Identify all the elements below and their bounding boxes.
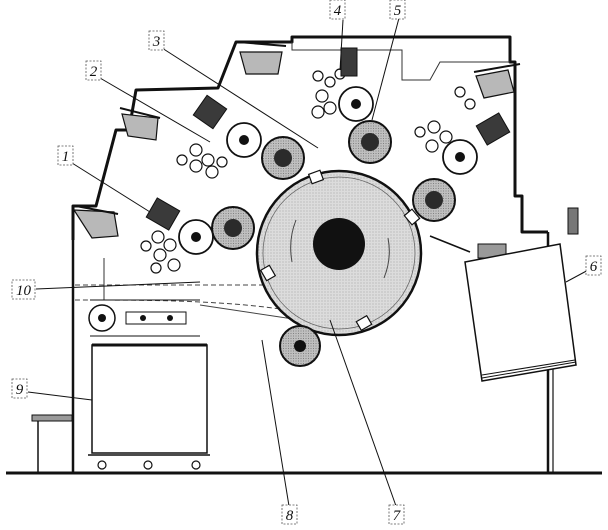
impression-cylinder-ring	[262, 176, 416, 330]
rim-clip-left	[259, 264, 277, 282]
delivery-stack	[464, 243, 577, 382]
rotation-arrow-left	[290, 219, 297, 263]
svg-text:7: 7	[393, 508, 402, 524]
bracket-arms	[75, 41, 521, 215]
svg-text:6: 6	[590, 259, 598, 275]
housing-inner-top	[291, 42, 510, 81]
unwind-unit	[88, 299, 200, 337]
svg-text:1: 1	[62, 149, 70, 165]
svg-text:10: 10	[16, 283, 32, 299]
impression-cylinder-hub	[313, 218, 365, 270]
ink-roller-cluster-1	[140, 230, 181, 274]
callout-6: 6	[585, 255, 602, 276]
side-table	[31, 414, 73, 472]
callout-5: 5	[389, 0, 406, 20]
rim-clip-bottom	[355, 314, 373, 332]
callout-3: 3	[148, 30, 165, 51]
rim-clip-top	[307, 169, 325, 185]
callout-9: 9	[11, 378, 28, 399]
callout-4: 4	[329, 0, 346, 20]
svg-text:9: 9	[16, 382, 24, 398]
web-path-to-cylinder	[199, 304, 301, 321]
leader-lines	[27, 17, 593, 507]
svg-text:5: 5	[394, 3, 402, 19]
inking-units	[145, 47, 511, 231]
svg-text:4: 4	[334, 3, 342, 19]
svg-text:2: 2	[90, 64, 98, 80]
delivery-unit	[429, 207, 579, 382]
svg-text:8: 8	[286, 508, 294, 524]
doctor-blade-brackets	[72, 51, 515, 239]
anilox-rollers	[178, 86, 478, 255]
ink-roller-cluster-5	[414, 86, 476, 153]
callout-8: 8	[281, 504, 298, 525]
collection-cart	[88, 343, 210, 470]
rotation-arrow-right	[383, 237, 390, 279]
callout-1: 1	[57, 145, 74, 166]
rim-clip-right	[403, 208, 421, 226]
callout-10: 10	[11, 279, 36, 300]
callout-7: 7	[388, 504, 405, 525]
ink-roller-cluster-2	[176, 143, 228, 179]
plate-cylinders	[211, 120, 456, 250]
svg-text:3: 3	[152, 34, 161, 50]
callout-2: 2	[85, 60, 102, 81]
